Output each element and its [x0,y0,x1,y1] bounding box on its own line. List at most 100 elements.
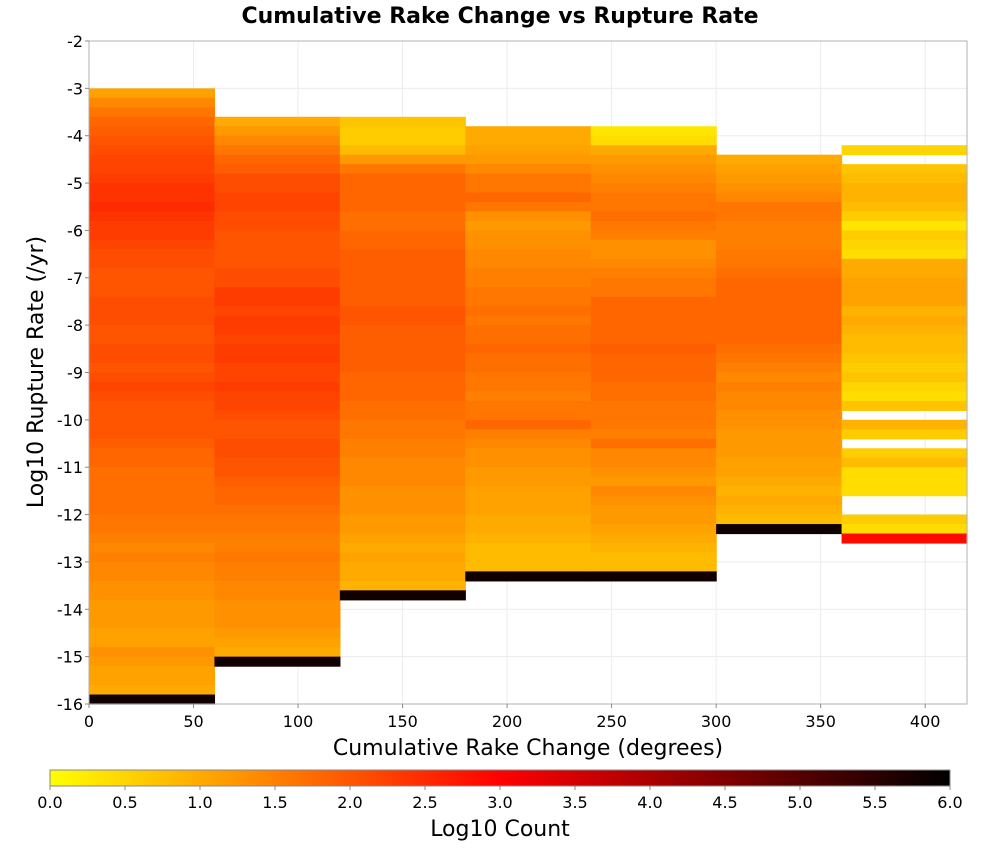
heatmap-cell [89,372,216,383]
heatmap-cell [590,315,717,326]
heatmap-cell [590,363,717,374]
heatmap-cell [89,230,216,241]
heatmap-cell [841,306,968,317]
heatmap-cell [89,533,216,544]
heatmap-cell [841,287,968,298]
heatmap-cell [339,381,466,393]
heatmap-cell [716,268,843,279]
heatmap-cell [89,400,216,411]
heatmap-cell [89,126,216,137]
heatmap-cell [841,239,968,250]
heatmap-cell [465,381,592,393]
heatmap-cell [465,438,592,449]
heatmap-cell [89,571,216,582]
heatmap-cell [339,552,466,563]
heatmap-cell [841,363,968,374]
heatmap-cell [590,533,717,544]
heatmap-cell [590,344,717,355]
heatmap-cell [89,561,216,572]
heatmap-cell [841,400,968,411]
heatmap-cell [590,381,717,393]
heatmap-cell [716,258,843,269]
heatmap-cell [590,287,717,298]
y-tick-label: -13 [57,553,83,572]
y-axis-label: Log10 Rupture Rate (/yr) [24,236,49,508]
heatmap-cell [590,249,717,260]
heatmap-cell [716,400,843,411]
heatmap-cell [214,609,341,620]
heatmap-cell [89,306,216,317]
heatmap-cell [89,590,216,601]
heatmap-cell [214,533,341,544]
heatmap-cell [214,599,341,610]
heatmap-cell [89,88,216,99]
heatmap-cell [89,666,216,677]
heatmap-cell [590,448,717,459]
heatmap-cell [465,429,592,440]
heatmap-cell [590,145,717,156]
heatmap-cell [465,552,592,563]
heatmap-cell [214,419,341,430]
heatmap-cell [214,505,341,516]
heatmap-cell [214,637,341,648]
heatmap-cell [465,353,592,364]
heatmap-cell [841,353,968,364]
heatmap-cell [716,296,843,307]
heatmap-cell [841,372,968,383]
heatmap-cell [339,561,466,572]
heatmap-cell [89,486,216,497]
heatmap-cell [590,173,717,184]
heatmap-cell [841,381,968,393]
heatmap-cell [339,135,466,146]
heatmap-cell [841,524,968,535]
heatmap-cell [716,287,843,298]
heatmap-cell [465,325,592,336]
heatmap-cell [590,220,717,232]
heatmap-cell [214,353,341,364]
x-tick-label: 100 [283,712,314,731]
heatmap-cell [841,514,968,525]
heatmap-cell [89,410,216,421]
heatmap-cell [214,145,341,156]
colorbar-label: Log10 Count [430,817,570,842]
heatmap-cell [89,476,216,487]
heatmap-cell [465,192,592,203]
heatmap-cell [590,192,717,203]
colorbar-tick-label: 5.0 [787,793,812,812]
heatmap-cell [465,542,592,554]
heatmap-cell [89,524,216,535]
heatmap-cell [339,145,466,156]
heatmap-cell [841,192,968,203]
y-tick-label: -15 [57,648,83,667]
heatmap-cell [339,325,466,336]
heatmap-cell [339,126,466,137]
heatmap-cell [214,514,341,525]
x-axis-label: Cumulative Rake Change (degrees) [333,736,723,761]
y-tick-label: -3 [67,79,83,98]
heatmap-cell [716,220,843,232]
heatmap-cell [339,164,466,175]
heatmap-cell [465,410,592,421]
heatmap-cell [89,211,216,222]
heatmap-cell [339,391,466,402]
heatmap-cell [716,334,843,345]
heatmap-cell [339,249,466,260]
heatmap-cell [590,230,717,241]
y-tick-label: -2 [67,32,83,51]
heatmap-cell [89,438,216,449]
heatmap-cell [339,448,466,459]
heatmap-cell [214,258,341,269]
heatmap-cell [590,126,717,137]
heatmap-cell [89,183,216,194]
colorbar [49,769,951,787]
heatmap-cell [841,325,968,336]
heatmap-cell [841,457,968,468]
heatmap-cell [214,126,341,137]
heatmap-cell [841,202,968,213]
heatmap-cell [214,287,341,298]
heatmap-cell [89,685,216,696]
heatmap-cell [716,192,843,203]
heatmap-cell [89,239,216,250]
heatmap-cell [465,448,592,459]
